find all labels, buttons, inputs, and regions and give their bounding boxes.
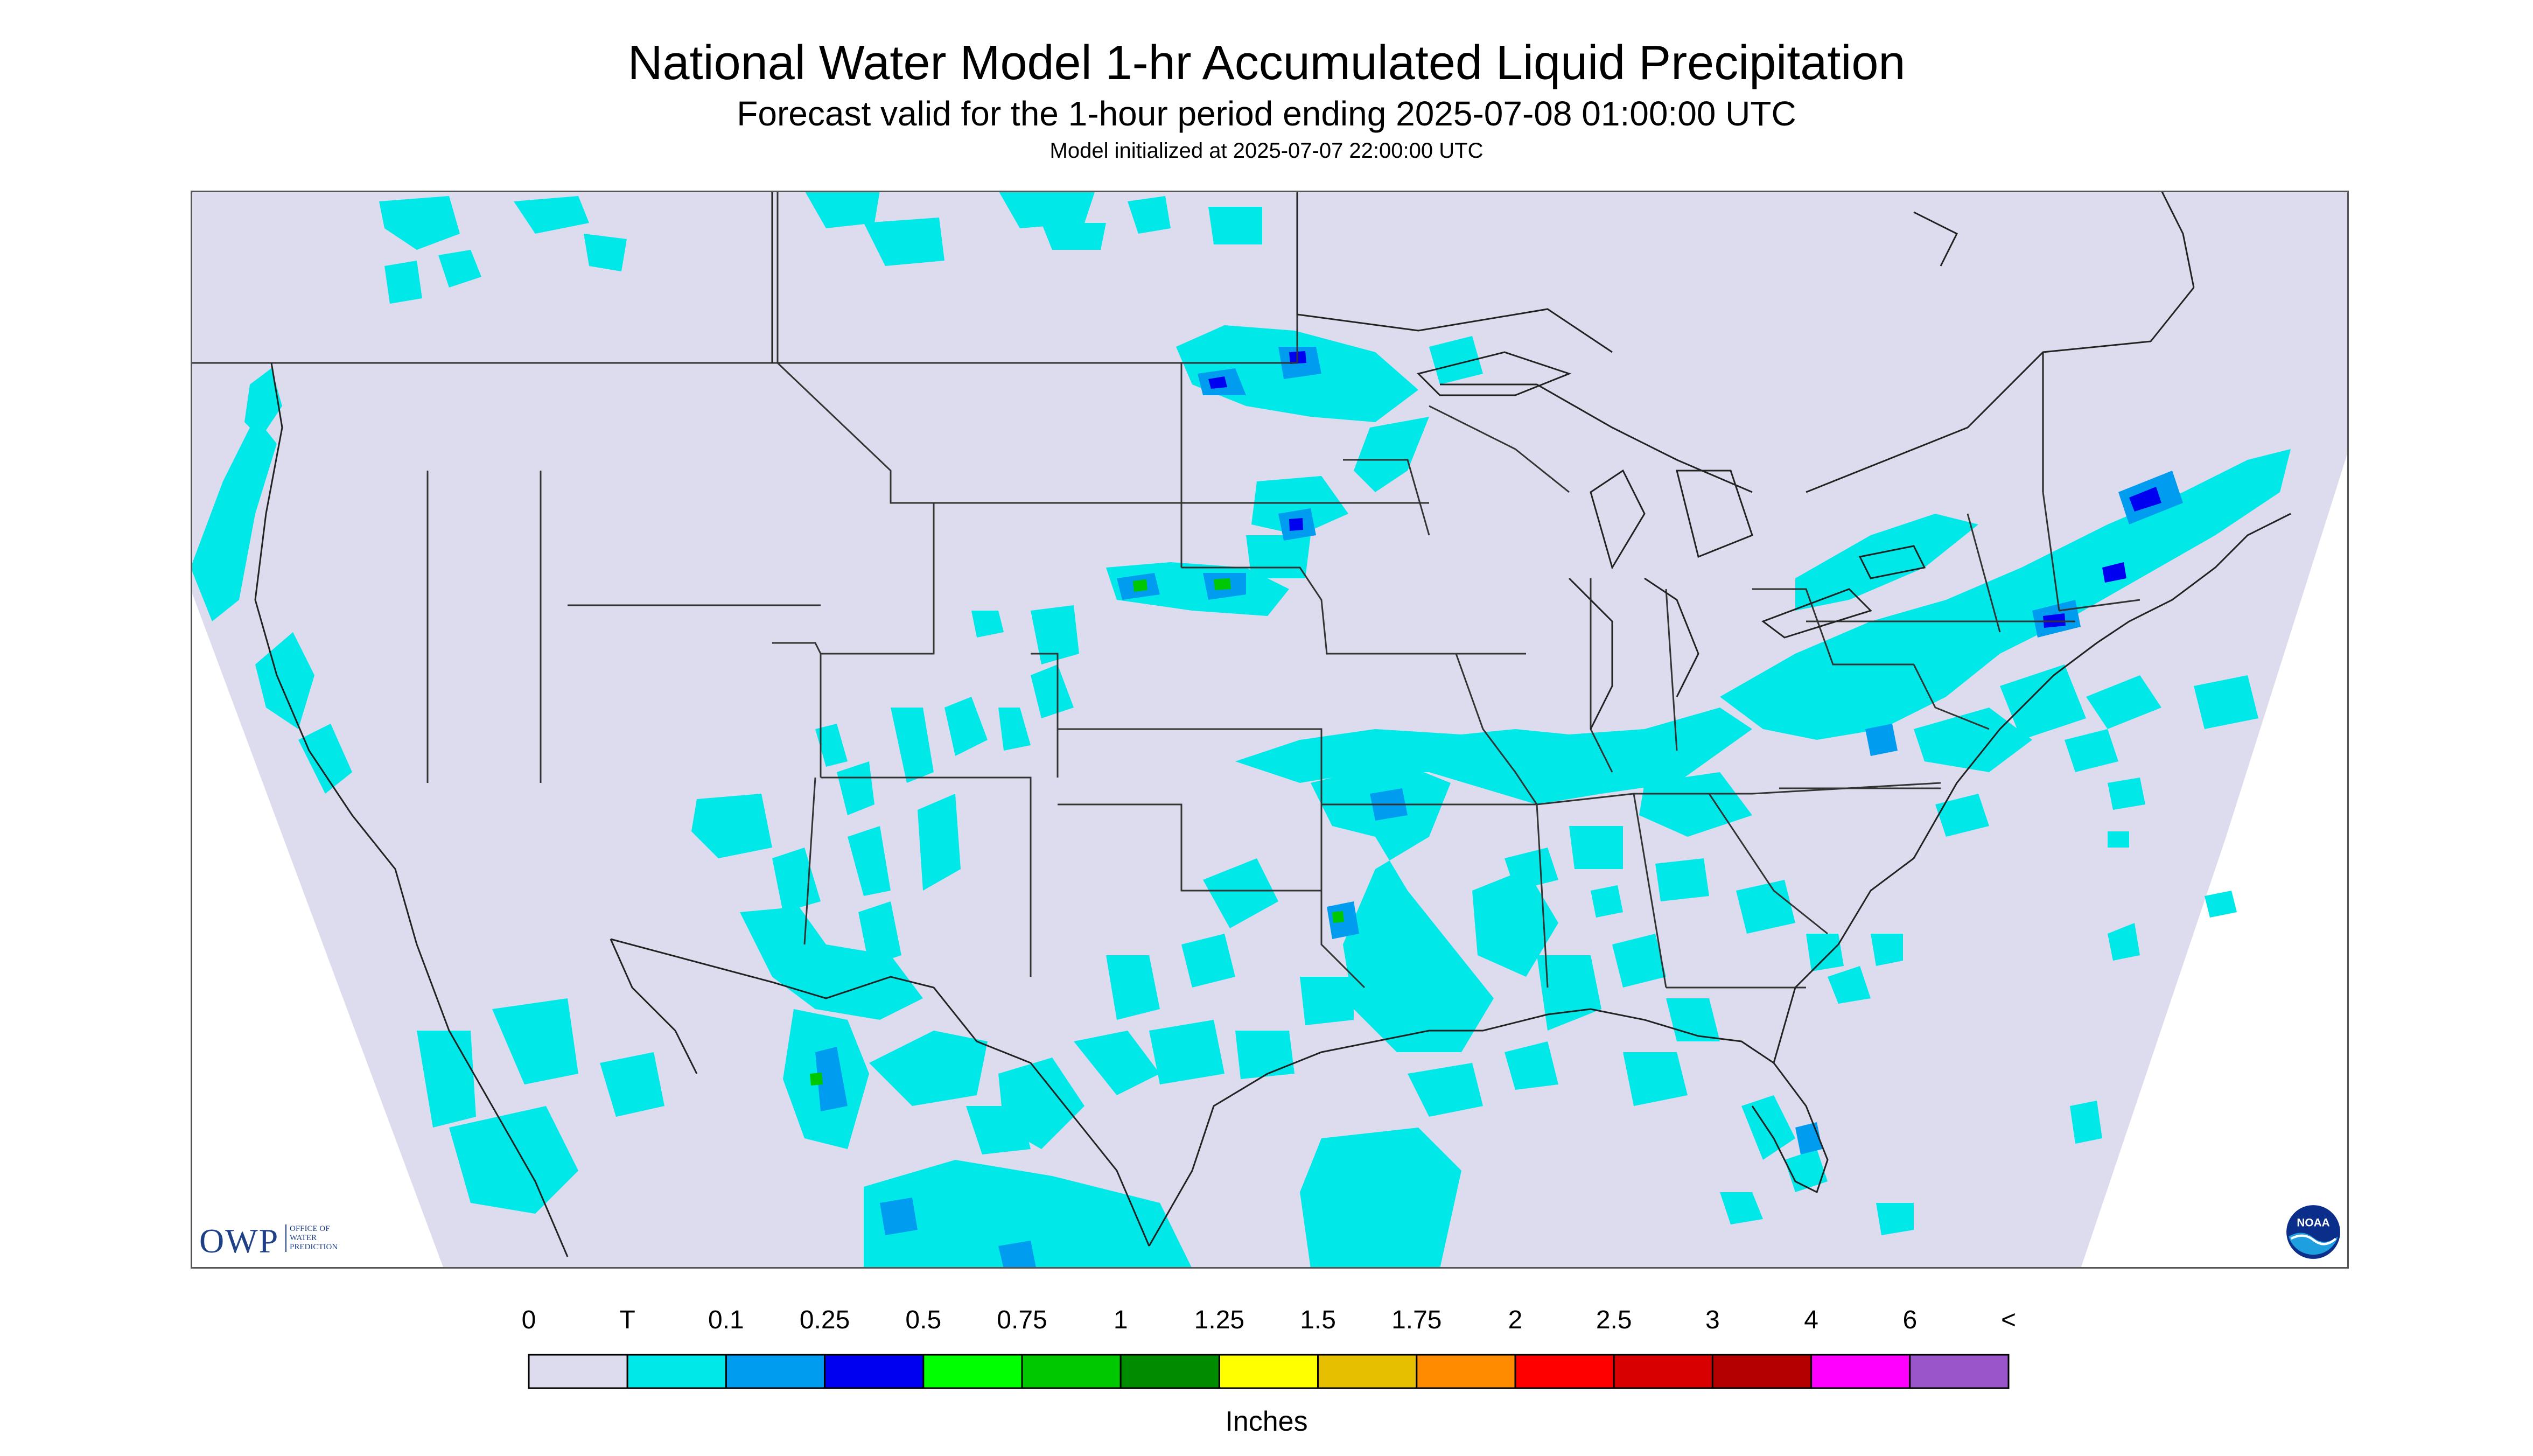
legend-tick-label: 3	[1705, 1306, 1720, 1334]
owp-logo-line: WATER	[290, 1234, 317, 1242]
legend-tick-label: <	[2000, 1306, 2017, 1334]
legend-swatch	[1514, 1354, 1615, 1389]
legend-tick-label: T	[619, 1306, 635, 1334]
legend-swatch	[1810, 1354, 1911, 1389]
legend-tick-label: 0.75	[997, 1306, 1047, 1334]
legend-swatches	[528, 1354, 2010, 1389]
legend-tick-label: 2.5	[1596, 1306, 1632, 1334]
legend-swatch	[1909, 1354, 2010, 1389]
map-title: National Water Model 1-hr Accumulated Li…	[627, 36, 1906, 90]
precip-moderate-areas	[1208, 351, 2161, 628]
legend-tick-label: 2	[1508, 1306, 1523, 1334]
precip-trace-areas	[191, 191, 2291, 1269]
owp-logo-letters: OWP	[199, 1222, 279, 1260]
map-frame	[191, 191, 2349, 1269]
owp-logo-line: PREDICTION	[290, 1243, 338, 1251]
legend-tick-label: 0.25	[799, 1306, 850, 1334]
legend-swatch	[725, 1354, 826, 1389]
legend-swatch	[1218, 1354, 1319, 1389]
legend-tick-label: 1.5	[1300, 1306, 1336, 1334]
owp-logo: OWP OFFICE OF WATER PREDICTION	[199, 1221, 377, 1260]
coastlines	[254, 191, 2291, 1257]
legend-swatch	[1613, 1354, 1713, 1389]
outside-domain-east	[2081, 449, 2349, 1269]
owp-logo-line: OFFICE OF	[290, 1224, 330, 1233]
outside-domain-west	[191, 589, 444, 1269]
model-init-line: Model initialized at 2025-07-07 22:00:00…	[1049, 139, 1484, 163]
great-lakes	[1417, 351, 1926, 639]
noaa-logo: NOAA	[2286, 1205, 2340, 1259]
legend-tick-label: 1	[1113, 1306, 1128, 1334]
country-boundaries	[610, 191, 2195, 1247]
precipitation-map	[191, 191, 2349, 1269]
legend-tick-label: 0.5	[905, 1306, 942, 1334]
legend-tick-label: 1.25	[1194, 1306, 1245, 1334]
legend-tick-label: 4	[1804, 1306, 1818, 1334]
legend-swatch	[528, 1354, 628, 1389]
legend-swatch	[1416, 1354, 1516, 1389]
legend-tick-label: 6	[1902, 1306, 1918, 1334]
owp-logo-subtitle: OFFICE OF WATER PREDICTION	[285, 1224, 338, 1252]
legend-swatch	[626, 1354, 727, 1389]
map-subtitle: Forecast valid for the 1-hour period end…	[737, 94, 1796, 133]
legend-swatch	[922, 1354, 1023, 1389]
legend-tick-label: 0	[521, 1306, 536, 1334]
precip-heavy-areas	[810, 578, 1344, 1086]
legend-swatch	[1119, 1354, 1220, 1389]
legend-swatch	[824, 1354, 925, 1389]
legend-swatch	[1021, 1354, 1122, 1389]
legend-tick-label: 0.1	[708, 1306, 744, 1334]
noaa-logo-text: NOAA	[2297, 1217, 2329, 1229]
legend-swatch	[1711, 1354, 1813, 1389]
legend-swatch	[1317, 1354, 1418, 1389]
state-boundaries	[191, 191, 2140, 989]
legend-tick-label: 1.75	[1391, 1306, 1442, 1334]
legend-units: Inches	[1225, 1406, 1308, 1437]
